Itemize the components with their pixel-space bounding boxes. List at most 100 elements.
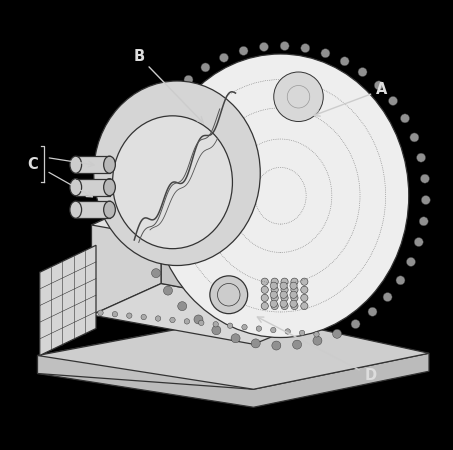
Circle shape [142, 250, 151, 259]
Text: B: B [133, 49, 203, 123]
Ellipse shape [212, 278, 246, 311]
Circle shape [256, 326, 261, 331]
Circle shape [290, 291, 297, 298]
Text: A: A [314, 82, 387, 116]
Circle shape [201, 63, 210, 72]
Circle shape [213, 322, 218, 327]
Circle shape [299, 330, 305, 336]
Circle shape [270, 327, 276, 333]
Circle shape [261, 294, 268, 302]
Ellipse shape [104, 156, 116, 173]
Circle shape [301, 302, 308, 310]
Circle shape [410, 133, 419, 142]
Ellipse shape [104, 179, 116, 196]
Circle shape [133, 166, 142, 175]
Circle shape [281, 286, 288, 293]
Circle shape [184, 319, 190, 324]
Circle shape [321, 49, 330, 58]
Circle shape [406, 257, 415, 266]
Circle shape [396, 276, 405, 285]
Circle shape [301, 44, 310, 53]
Polygon shape [92, 194, 326, 254]
Circle shape [261, 302, 268, 310]
Ellipse shape [152, 54, 409, 338]
Circle shape [313, 336, 322, 345]
Polygon shape [76, 179, 110, 196]
Circle shape [351, 320, 360, 328]
Circle shape [271, 302, 278, 310]
Circle shape [131, 187, 140, 196]
Circle shape [231, 334, 240, 343]
Circle shape [135, 230, 145, 238]
Circle shape [400, 114, 410, 123]
Circle shape [419, 217, 428, 226]
Circle shape [239, 46, 248, 55]
Circle shape [219, 53, 228, 62]
Ellipse shape [70, 201, 82, 218]
Circle shape [285, 329, 290, 334]
Circle shape [281, 294, 288, 302]
Polygon shape [76, 156, 110, 173]
Text: C: C [28, 157, 39, 172]
Circle shape [420, 174, 429, 183]
Circle shape [242, 324, 247, 330]
Polygon shape [40, 245, 96, 356]
Circle shape [198, 320, 204, 325]
Ellipse shape [94, 81, 260, 266]
Circle shape [169, 90, 178, 99]
Circle shape [212, 326, 221, 335]
Circle shape [280, 300, 287, 307]
Circle shape [301, 294, 308, 302]
Circle shape [291, 294, 298, 302]
Circle shape [141, 315, 146, 320]
Circle shape [164, 286, 173, 295]
Circle shape [358, 68, 367, 76]
Circle shape [417, 153, 425, 162]
Circle shape [389, 96, 398, 105]
Circle shape [414, 238, 423, 247]
Circle shape [281, 278, 288, 285]
Polygon shape [92, 284, 326, 344]
Circle shape [98, 310, 103, 315]
Circle shape [132, 208, 140, 217]
Circle shape [368, 307, 377, 316]
Circle shape [314, 332, 319, 337]
Circle shape [271, 294, 278, 302]
Circle shape [274, 72, 323, 122]
Circle shape [251, 339, 260, 348]
Polygon shape [161, 194, 326, 315]
Circle shape [301, 286, 308, 293]
Circle shape [178, 302, 187, 310]
Circle shape [270, 291, 277, 298]
Circle shape [170, 317, 175, 323]
Circle shape [333, 329, 342, 338]
Circle shape [280, 282, 287, 289]
Ellipse shape [112, 116, 232, 249]
Circle shape [280, 291, 287, 298]
Circle shape [112, 311, 118, 317]
Circle shape [271, 286, 278, 293]
Circle shape [227, 323, 233, 328]
Circle shape [291, 278, 298, 285]
Circle shape [290, 300, 297, 307]
Circle shape [156, 107, 165, 116]
Circle shape [293, 340, 302, 349]
Circle shape [271, 278, 278, 285]
Polygon shape [38, 315, 429, 389]
Circle shape [340, 57, 349, 66]
Circle shape [291, 286, 298, 293]
Circle shape [194, 315, 203, 324]
Circle shape [290, 282, 297, 289]
Polygon shape [92, 194, 161, 315]
Text: D: D [257, 317, 376, 383]
Polygon shape [76, 201, 110, 218]
Circle shape [145, 125, 154, 134]
Circle shape [155, 316, 161, 321]
Circle shape [374, 81, 383, 90]
Circle shape [270, 282, 277, 289]
Circle shape [138, 145, 147, 154]
Polygon shape [38, 315, 254, 389]
Ellipse shape [104, 201, 116, 218]
Ellipse shape [70, 179, 82, 196]
Circle shape [261, 286, 268, 293]
